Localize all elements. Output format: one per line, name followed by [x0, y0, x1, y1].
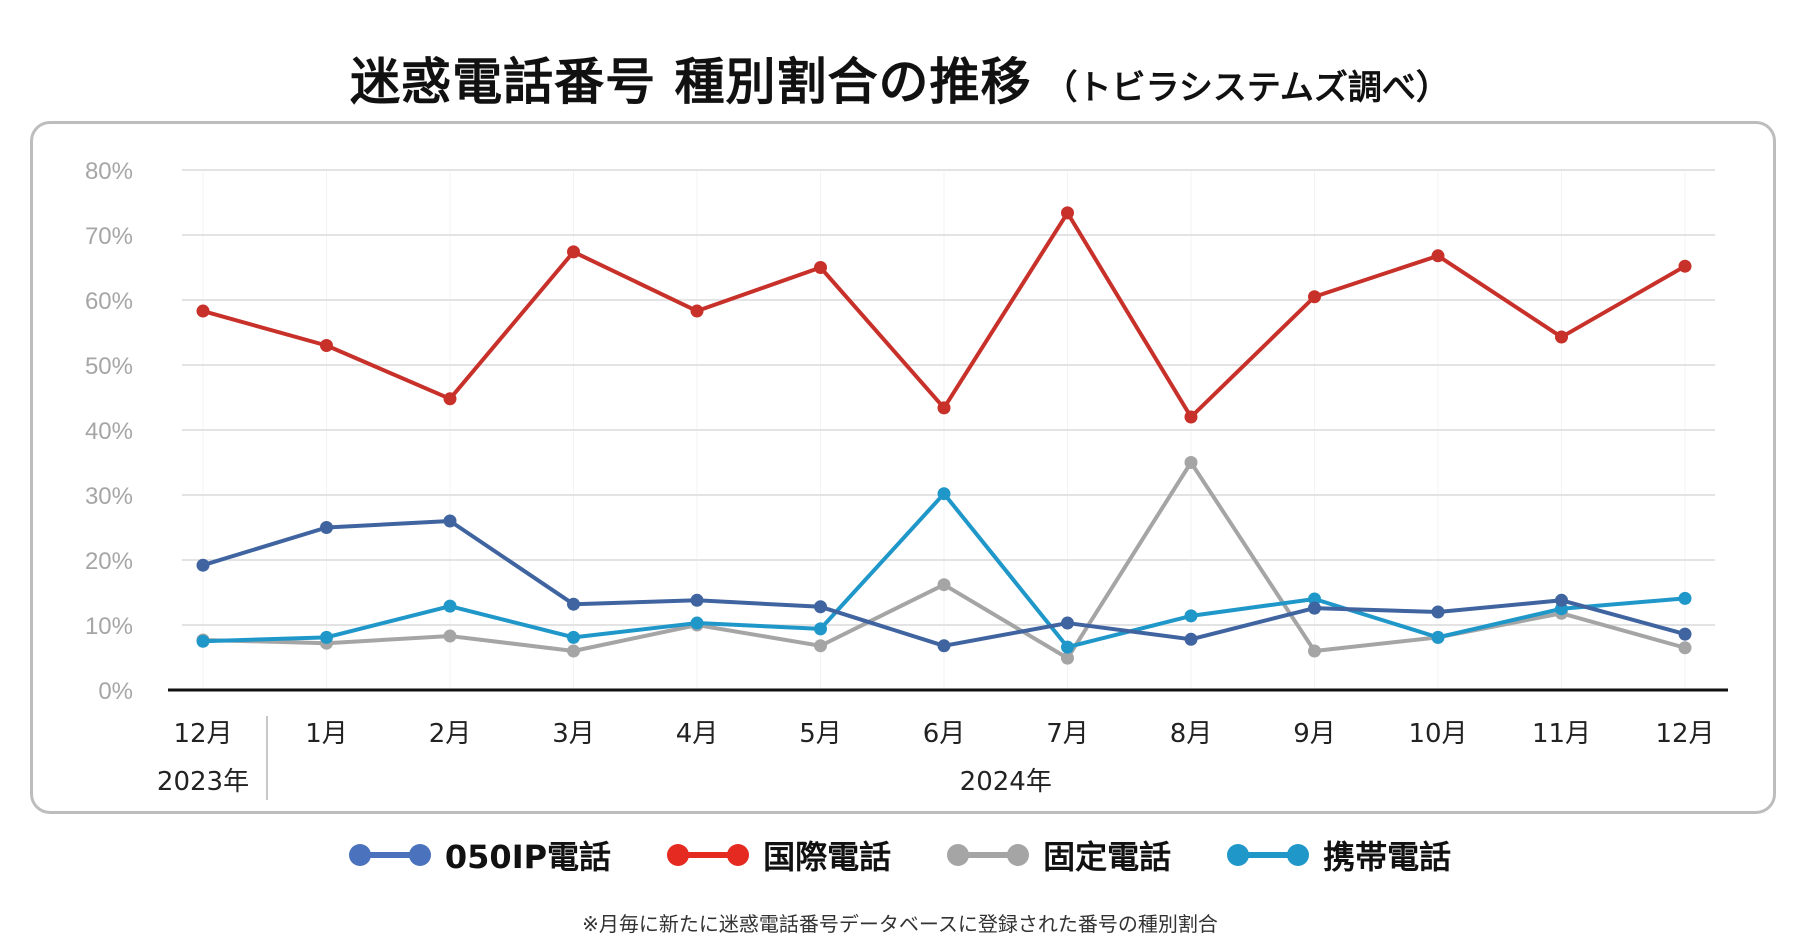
legend-label: 携帯電話	[1323, 838, 1452, 876]
data-point	[937, 487, 951, 501]
data-point	[320, 339, 333, 352]
data-point	[814, 600, 827, 614]
data-point	[1308, 592, 1321, 606]
legend-item: 携帯電話	[1227, 832, 1451, 878]
data-point	[814, 622, 827, 636]
grid-lines	[182, 169, 1715, 690]
data-point	[1678, 627, 1692, 641]
legend-item: 050IP電話	[348, 832, 612, 878]
x-tick-label: 7月	[1046, 719, 1089, 749]
x-tick-label: 9月	[1293, 719, 1336, 749]
data-point	[443, 629, 457, 643]
data-point	[320, 630, 333, 644]
data-point	[690, 304, 704, 318]
data-point	[443, 514, 457, 528]
y-axis-ticks: 0% 10% 20% 30% 40% 50% 60% 70% 80%	[85, 158, 133, 705]
x-tick-label: 4月	[676, 719, 719, 749]
chart-title-main: 迷惑電話番号 種別割合の推移	[350, 53, 1032, 111]
data-point	[690, 593, 704, 607]
data-point	[1308, 644, 1321, 658]
data-point	[1308, 290, 1321, 304]
chart-frame	[30, 121, 1776, 814]
data-point	[814, 639, 827, 653]
data-point	[1678, 641, 1692, 655]
legend-label: 国際電話	[763, 838, 892, 876]
data-point	[567, 597, 580, 611]
data-point	[1184, 456, 1198, 469]
data-point	[814, 261, 827, 274]
data-point	[567, 245, 580, 259]
data-point	[1678, 259, 1692, 273]
x-tick-label: 12月	[1655, 719, 1714, 749]
y-tick-label: 0%	[98, 678, 133, 705]
data-point	[1061, 651, 1074, 665]
data-point	[1061, 616, 1074, 630]
year-label: 2023年	[157, 767, 249, 797]
y-tick-label: 20%	[85, 548, 133, 575]
data-point	[1431, 605, 1445, 619]
y-tick-label: 80%	[85, 158, 133, 185]
data-point	[1431, 249, 1445, 263]
data-point	[1061, 206, 1074, 220]
data-point	[1184, 609, 1198, 623]
data-point	[567, 630, 580, 644]
x-tick-label: 3月	[552, 719, 595, 749]
x-axis: 12月 1月 2月 3月 4月 5月 6月 7月 8月 9月 10月 11月 12月 2023年 2024年	[157, 688, 1728, 800]
x-tick-label: 11月	[1532, 719, 1591, 749]
legend-line-marker-icon	[348, 844, 431, 866]
data-point	[196, 634, 210, 648]
data-point	[1431, 630, 1445, 644]
legend-line-marker-icon	[947, 844, 1030, 866]
series-1	[196, 206, 1692, 424]
legend-label: 固定電話	[1043, 838, 1172, 876]
footnote: ※月毎に新たに迷惑電話番号データベースに登録された番号の種別割合	[582, 912, 1218, 936]
y-tick-label: 30%	[85, 483, 133, 510]
chart-title-source: （トビラシステムズ調べ）	[1043, 68, 1450, 108]
y-tick-label: 50%	[85, 353, 133, 380]
data-point	[443, 599, 457, 613]
data-point	[320, 521, 333, 534]
data-point	[937, 639, 951, 653]
legend-label: 050IP電話	[444, 838, 612, 876]
series-3	[196, 487, 1692, 654]
x-tick-label: 5月	[799, 719, 842, 749]
x-tick-label: 6月	[923, 719, 966, 749]
data-point	[1061, 640, 1074, 654]
data-point	[1678, 591, 1692, 605]
legend-line-marker-icon	[1227, 844, 1310, 866]
data-point	[1184, 632, 1198, 646]
year-label: 2024年	[960, 767, 1052, 797]
y-tick-label: 10%	[85, 613, 133, 640]
x-tick-label: 12月	[173, 719, 232, 749]
data-point	[196, 558, 210, 572]
legend: 050IP電話 国際電話 固定電話 携帯電話	[0, 832, 1800, 878]
x-tick-label: 10月	[1408, 719, 1467, 749]
y-tick-label: 40%	[85, 418, 133, 445]
data-point	[196, 304, 210, 318]
legend-line-marker-icon	[667, 844, 750, 866]
data-point	[937, 578, 951, 592]
legend-item: 固定電話	[947, 832, 1171, 878]
data-point	[1555, 593, 1568, 607]
data-point	[937, 401, 951, 415]
data-point	[1308, 601, 1321, 615]
x-tick-label: 1月	[305, 719, 348, 749]
series-lines	[196, 206, 1692, 665]
y-tick-label: 60%	[85, 288, 133, 315]
data-point	[690, 616, 704, 630]
legend-item: 国際電話	[667, 832, 891, 878]
data-point	[1184, 410, 1198, 424]
x-tick-label: 8月	[1170, 719, 1213, 749]
y-tick-label: 70%	[85, 223, 133, 250]
series-0	[196, 514, 1692, 653]
chart-title: 迷惑電話番号 種別割合の推移 （トビラシステムズ調べ）	[0, 42, 1800, 114]
x-tick-label: 2月	[429, 719, 472, 749]
data-point	[567, 644, 580, 658]
data-point	[443, 392, 457, 406]
data-point	[1555, 330, 1568, 344]
